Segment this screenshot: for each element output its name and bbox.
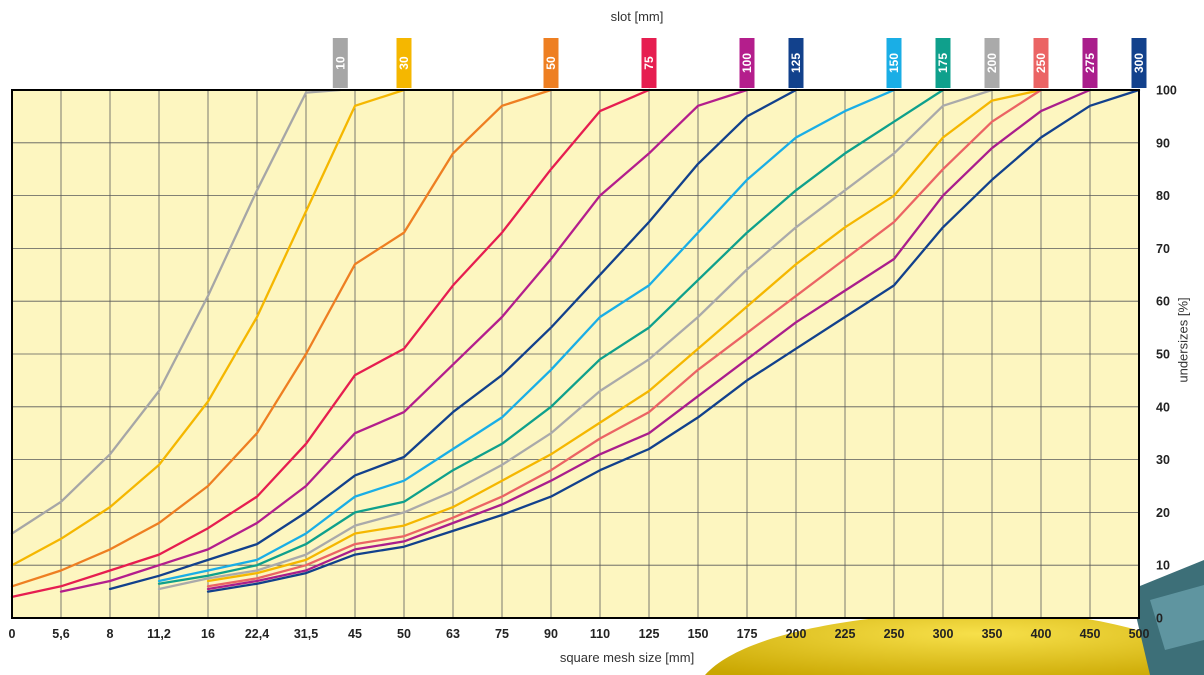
x-tick-label: 8 (107, 627, 114, 641)
series-line-225 (206, 88, 1043, 583)
x-tick-label: 125 (639, 627, 660, 641)
series-line-250 (206, 88, 1043, 588)
slot-badge-label-10: 10 (333, 56, 347, 70)
y-tick-label: 0 (1156, 612, 1163, 626)
slot-badge-75 (641, 38, 657, 88)
x-tick-label: 16 (201, 627, 215, 641)
series-line-175 (157, 88, 945, 585)
x-tick-label: 225 (835, 627, 856, 641)
slot-badge-label-300: 300 (1132, 53, 1146, 73)
x-tick-label: 450 (1080, 627, 1101, 641)
series-line-300 (206, 88, 1141, 593)
y-tick-label: 70 (1156, 242, 1170, 256)
x-tick-label: 31,5 (294, 627, 318, 641)
slot-badge-200 (984, 38, 1000, 88)
slot-badge-50 (543, 38, 559, 88)
y-tick-label: 100 (1156, 84, 1177, 98)
slot-badge-10 (332, 38, 348, 88)
x-tick-label: 90 (544, 627, 558, 641)
x-tick-label: 350 (982, 627, 1003, 641)
x-axis-title: square mesh size [mm] (559, 650, 695, 665)
x-tick-label: 11,2 (147, 627, 171, 641)
slot-badge-label-175: 175 (936, 53, 950, 73)
slot-badge-label-75: 75 (642, 56, 656, 70)
y-tick-label: 20 (1156, 506, 1170, 520)
slot-axis-title: slot [mm] (610, 9, 664, 24)
x-tick-label: 150 (688, 627, 709, 641)
slot-badge-250 (1033, 38, 1049, 88)
y-tick-label: 30 (1156, 453, 1170, 467)
slot-badge-100 (739, 38, 755, 88)
slot-badge-label-30: 30 (397, 56, 411, 70)
series-line-100 (59, 88, 749, 593)
series-line-125 (108, 88, 798, 591)
slot-badge-label-125: 125 (789, 53, 803, 73)
slot-badge-label-200: 200 (985, 53, 999, 73)
machine-photo-fragment (705, 560, 1204, 675)
slot-badge-label-100: 100 (740, 53, 754, 73)
plot-frame (11, 89, 1140, 619)
series-line-30 (10, 88, 406, 567)
x-tick-label: 400 (1031, 627, 1052, 641)
y-tick-label: 80 (1156, 189, 1170, 203)
x-tick-label: 75 (495, 627, 509, 641)
slot-badge-label-50: 50 (544, 56, 558, 70)
series-line-75 (10, 88, 651, 599)
x-tick-label: 175 (737, 627, 758, 641)
y-tick-label: 90 (1156, 136, 1170, 150)
slot-badge-125 (788, 38, 804, 88)
series-line-10 (10, 88, 342, 535)
x-tick-label: 5,6 (52, 627, 69, 641)
x-tick-label: 45 (348, 627, 362, 641)
series-line-50 (10, 88, 553, 588)
x-tick-label: 200 (786, 627, 807, 641)
x-tick-label: 110 (590, 627, 610, 641)
x-tick-label: 500 (1129, 627, 1150, 641)
series-line-275 (206, 88, 1092, 591)
x-tick-label: 250 (884, 627, 905, 641)
y-tick-label: 40 (1156, 400, 1170, 414)
y-tick-label: 60 (1156, 295, 1170, 309)
x-tick-label: 63 (446, 627, 460, 641)
y-tick-label: 50 (1156, 348, 1170, 362)
slot-badge-label-275: 275 (1083, 53, 1097, 73)
slot-badge-275 (1082, 38, 1098, 88)
slot-badge-300 (1131, 38, 1147, 88)
x-tick-label: 300 (933, 627, 954, 641)
x-tick-label: 22,4 (245, 627, 269, 641)
slot-badge-label-250: 250 (1034, 53, 1048, 73)
slot-badge-label-150: 150 (887, 53, 901, 73)
y-tick-label: 10 (1156, 559, 1170, 573)
series-line-150 (157, 88, 896, 583)
x-tick-label: 0 (9, 627, 16, 641)
series-line-200 (157, 88, 994, 591)
slot-badge-150 (886, 38, 902, 88)
slot-badge-30 (396, 38, 412, 88)
slot-badge-175 (935, 38, 951, 88)
x-tick-label: 50 (397, 627, 411, 641)
